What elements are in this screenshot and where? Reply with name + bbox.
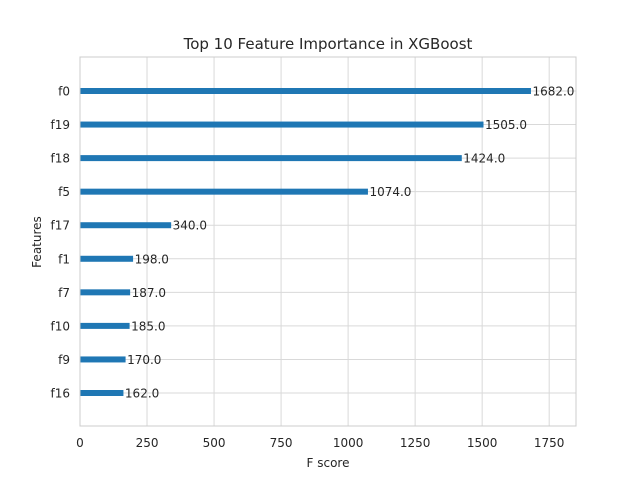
bar-f19 <box>80 121 484 128</box>
data-label-f18: 1424.0 <box>463 152 505 166</box>
y-tick-label-f0: f0 <box>58 85 70 99</box>
data-label-f10: 185.0 <box>131 319 165 333</box>
data-label-f5: 1074.0 <box>369 185 411 199</box>
x-axis-label: F score <box>307 456 350 470</box>
y-tick-label-f5: f5 <box>58 185 70 199</box>
bar-f10 <box>80 322 130 329</box>
bars-layer <box>80 88 531 396</box>
chart-title: Top 10 Feature Importance in XGBoost <box>183 35 473 53</box>
x-tick-label: 0 <box>76 436 84 450</box>
data-label-f0: 1682.0 <box>532 85 574 99</box>
y-tick-label-f7: f7 <box>58 286 70 300</box>
data-label-f7: 187.0 <box>132 286 166 300</box>
bar-f0 <box>80 88 531 94</box>
data-label-f17: 340.0 <box>173 219 207 233</box>
y-tick-label-f16: f16 <box>51 387 71 401</box>
x-tick-label: 250 <box>136 436 159 450</box>
y-tick-label-f1: f1 <box>58 252 70 266</box>
bar-f16 <box>80 390 124 396</box>
x-tick-labels: 0 250 500 750 1000 1250 1500 1750 <box>76 436 564 450</box>
y-tick-label-f10: f10 <box>51 319 71 333</box>
y-axis-label: Features <box>30 216 44 268</box>
x-tick-label: 1500 <box>467 436 498 450</box>
data-labels-layer: 1682.0 1505.0 1424.0 1074.0 340.0 198.0 187.0 1… <box>125 85 575 401</box>
data-label-f16: 162.0 <box>125 387 159 401</box>
bar-f7 <box>80 289 131 296</box>
data-label-f19: 1505.0 <box>485 118 527 132</box>
data-label-f1: 198.0 <box>135 252 169 266</box>
plot-frame <box>79 56 577 427</box>
bar-f17 <box>80 222 172 229</box>
x-tick-label: 1000 <box>333 436 364 450</box>
y-tick-labels: f0 f19 f18 f5 f17 f1 f7 f10 f9 f16 <box>51 85 71 401</box>
y-tick-label-f17: f17 <box>51 219 71 233</box>
bar-f18 <box>80 155 462 162</box>
x-tick-label: 750 <box>270 436 293 450</box>
data-label-f9: 170.0 <box>127 353 161 367</box>
x-tick-label: 500 <box>203 436 226 450</box>
y-tick-label-f18: f18 <box>51 152 71 166</box>
y-tick-label-f19: f19 <box>51 118 71 132</box>
bar-f1 <box>80 255 134 262</box>
bar-f9 <box>80 356 126 363</box>
bar-f5 <box>80 188 368 195</box>
x-tick-label: 1250 <box>400 436 431 450</box>
x-tick-label: 1750 <box>534 436 565 450</box>
y-tick-label-f9: f9 <box>58 353 70 367</box>
